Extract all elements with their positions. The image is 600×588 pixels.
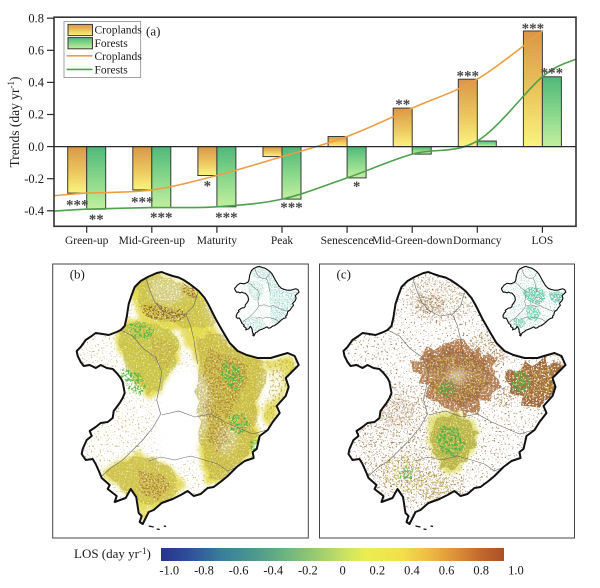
svg-text:1.0: 1.0: [508, 564, 524, 578]
svg-text:0: 0: [339, 564, 345, 578]
svg-text:Croplands: Croplands: [95, 51, 143, 63]
svg-text:Croplands: Croplands: [95, 25, 143, 37]
svg-text:***: ***: [522, 21, 545, 37]
svg-text:***: ***: [280, 200, 303, 216]
svg-text:0.8: 0.8: [473, 564, 489, 578]
svg-text:Mid-Green-up: Mid-Green-up: [119, 235, 186, 247]
svg-text:0.8: 0.8: [28, 11, 44, 25]
svg-text:Senescence: Senescence: [321, 235, 374, 247]
svg-text:***: ***: [66, 198, 89, 214]
svg-text:Forests: Forests: [95, 38, 129, 50]
svg-text:-0.4: -0.4: [24, 204, 45, 218]
svg-text:***: ***: [150, 210, 173, 226]
svg-text:0.0: 0.0: [28, 140, 44, 154]
svg-text:-1.0: -1.0: [159, 564, 179, 578]
svg-text:0.4: 0.4: [404, 564, 420, 578]
svg-text:***: ***: [131, 195, 154, 211]
svg-text:(b): (b): [70, 267, 85, 282]
svg-text:-0.2: -0.2: [24, 172, 44, 186]
svg-text:(a): (a): [146, 24, 160, 39]
svg-text:**: **: [395, 97, 410, 113]
svg-text:-0.8: -0.8: [194, 564, 214, 578]
svg-text:0.2: 0.2: [28, 108, 44, 122]
svg-text:***: ***: [457, 69, 480, 85]
svg-text:Green-up: Green-up: [65, 235, 109, 247]
svg-text:*: *: [204, 179, 212, 195]
svg-text:Maturity: Maturity: [197, 235, 237, 247]
svg-text:Peak: Peak: [271, 235, 294, 247]
svg-text:0.6: 0.6: [28, 44, 44, 58]
svg-text:***: ***: [541, 66, 564, 82]
svg-text:Forests: Forests: [95, 64, 129, 76]
svg-text:LOS (day yr-1): LOS (day yr-1): [74, 546, 151, 561]
svg-text:0.4: 0.4: [28, 76, 44, 90]
svg-text:LOS: LOS: [532, 235, 554, 247]
svg-text:*: *: [353, 179, 361, 195]
svg-text:(c): (c): [337, 267, 351, 282]
svg-text:0.6: 0.6: [439, 564, 455, 578]
svg-text:Trends (day yr-1): Trends (day yr-1): [6, 77, 22, 168]
svg-text:-0.2: -0.2: [298, 564, 318, 578]
svg-text:-0.6: -0.6: [229, 564, 249, 578]
svg-text:**: **: [89, 212, 104, 228]
svg-text:0.2: 0.2: [369, 564, 385, 578]
svg-text:Mid-Green-down: Mid-Green-down: [372, 235, 453, 247]
svg-text:-0.4: -0.4: [263, 564, 284, 578]
svg-text:***: ***: [215, 210, 238, 226]
svg-text:Dormancy: Dormancy: [453, 235, 502, 247]
